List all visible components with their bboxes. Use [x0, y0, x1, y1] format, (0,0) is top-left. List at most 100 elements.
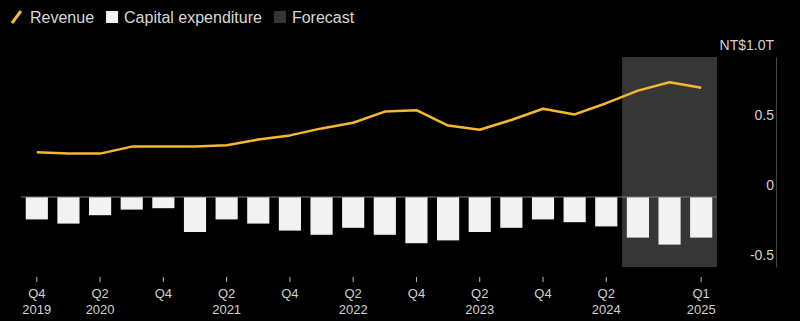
bar — [152, 197, 174, 208]
bar — [658, 197, 680, 245]
bar — [342, 197, 364, 228]
x-tick-label: Q4 — [281, 286, 298, 301]
x-tick: Q22023 — [465, 277, 494, 317]
x-tick-label-line: 2024 — [592, 302, 621, 317]
x-tick-label: Q22023 — [465, 286, 494, 317]
legend-label: Forecast — [292, 9, 355, 26]
x-tick-label: Q42019 — [22, 286, 51, 317]
x-tick-label-line: Q4 — [281, 286, 298, 301]
x-tick-label-line: Q4 — [408, 286, 425, 301]
plot-area — [26, 57, 717, 267]
y-tick-label: 0.5 — [755, 107, 775, 123]
bar — [500, 197, 522, 228]
x-tick-label-line: Q2 — [91, 286, 108, 301]
bar — [279, 197, 301, 231]
y-tick-label: NT$1.0T — [720, 37, 775, 53]
x-tick-label-line: Q4 — [534, 286, 551, 301]
x-tick-label-line: Q2 — [471, 286, 488, 301]
x-tick-label-line: 2023 — [465, 302, 494, 317]
x-tick-mark — [353, 277, 354, 282]
y-tick-label: -0.5 — [750, 247, 774, 263]
legend-item: Revenue — [12, 9, 94, 26]
x-tick: Q22021 — [212, 277, 241, 317]
y-axis-line — [776, 58, 777, 268]
x-tick-label: Q12025 — [687, 286, 716, 317]
x-tick-mark — [163, 277, 164, 282]
x-tick-label-line: 2022 — [339, 302, 368, 317]
bar — [469, 197, 491, 232]
bar — [121, 197, 143, 210]
x-tick: Q22020 — [86, 277, 115, 317]
bar — [595, 197, 617, 226]
x-tick-mark — [543, 277, 544, 282]
x-tick-label: Q4 — [534, 286, 551, 301]
bar — [405, 197, 427, 243]
y-axis: -0.5 0 0.5 NT$1.0T — [720, 37, 777, 268]
bar — [26, 197, 48, 219]
forecast-band — [622, 57, 717, 267]
x-tick: Q4 — [408, 277, 425, 301]
y-tick: 0.5 — [755, 107, 776, 128]
x-axis-line — [22, 278, 718, 283]
legend-item: Forecast — [274, 9, 355, 26]
legend-swatch — [274, 11, 286, 23]
bar — [216, 197, 238, 219]
bars — [26, 197, 713, 245]
y-tick: -0.5 — [750, 247, 776, 268]
x-tick-label-line: 2019 — [22, 302, 51, 317]
x-tick-label: Q4 — [155, 286, 172, 301]
bar — [690, 197, 712, 238]
x-tick-label: Q4 — [408, 286, 425, 301]
chart: -0.500.5NT$1.0TQ42019Q22020Q4Q22021Q4Q22… — [0, 0, 800, 321]
baseline — [21, 197, 717, 198]
legend-swatch — [12, 11, 21, 23]
x-tick: Q22024 — [592, 277, 621, 317]
y-tick-label: 0 — [766, 177, 774, 193]
x-tick-label: Q22020 — [86, 286, 115, 317]
legend-label: Revenue — [30, 9, 94, 26]
x-tick-mark — [36, 277, 37, 282]
x-tick: Q4 — [534, 277, 551, 301]
x-tick-label: Q22024 — [592, 286, 621, 317]
x-axis: Q42019Q22020Q4Q22021Q4Q22022Q4Q22023Q4Q2… — [22, 277, 718, 317]
x-tick: Q12025 — [687, 277, 716, 317]
x-tick: Q4 — [281, 277, 298, 301]
bar — [564, 197, 586, 222]
bar — [184, 197, 206, 232]
x-tick-label-line: 2020 — [86, 302, 115, 317]
x-tick-label: Q22021 — [212, 286, 241, 317]
bar — [437, 197, 459, 240]
legend-item: Capital expenditure — [106, 9, 262, 26]
bar — [627, 197, 649, 238]
x-tick-mark — [701, 277, 702, 282]
bar — [374, 197, 396, 235]
legend-label: Capital expenditure — [124, 9, 262, 26]
x-tick-label-line: Q2 — [345, 286, 362, 301]
x-tick-label-line: Q2 — [218, 286, 235, 301]
x-tick-label-line: Q4 — [28, 286, 45, 301]
y-tick: NT$1.0T — [720, 37, 776, 58]
x-tick-mark — [289, 277, 290, 282]
x-tick-mark — [479, 277, 480, 282]
legend: Revenue Capital expenditure Forecast — [12, 9, 355, 26]
x-tick-label: Q22022 — [339, 286, 368, 317]
x-tick-mark — [416, 277, 417, 282]
x-tick-label-line: Q2 — [598, 286, 615, 301]
x-tick-label-line: Q1 — [693, 286, 710, 301]
bar — [247, 197, 269, 224]
x-tick: Q42019 — [22, 277, 51, 317]
bar — [310, 197, 332, 235]
bar — [89, 197, 111, 215]
legend-swatch — [106, 11, 118, 23]
x-tick: Q22022 — [339, 277, 368, 317]
x-tick-label-line: 2021 — [212, 302, 241, 317]
x-tick-mark — [226, 277, 227, 282]
x-tick-label-line: Q4 — [155, 286, 172, 301]
bar — [57, 197, 79, 224]
bar — [532, 197, 554, 219]
y-tick: 0 — [766, 177, 776, 198]
x-tick-mark — [100, 277, 101, 282]
x-tick-mark — [606, 277, 607, 282]
x-tick-label-line: 2025 — [687, 302, 716, 317]
line — [37, 82, 701, 153]
